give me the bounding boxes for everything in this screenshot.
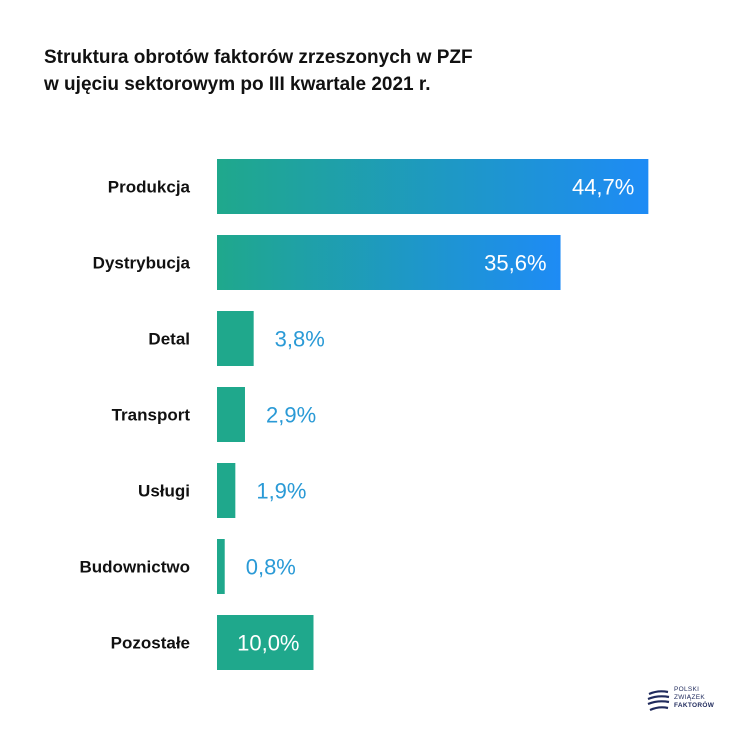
bar-dystrybucja bbox=[217, 235, 561, 290]
value-label: 0,8% bbox=[246, 555, 296, 580]
title-line-2: w ujęciu sektorowym po III kwartale 2021… bbox=[44, 74, 431, 95]
category-label: Transport bbox=[112, 406, 191, 425]
category-label: Produkcja bbox=[108, 178, 191, 197]
value-label: 44,7% bbox=[572, 175, 634, 200]
value-label: 35,6% bbox=[484, 251, 546, 276]
logo-line-2: ZWIĄZEK bbox=[674, 694, 705, 701]
bar-transport bbox=[217, 387, 245, 442]
bar-produkcja bbox=[217, 159, 649, 214]
logo-line-1: POLSKI bbox=[674, 686, 700, 693]
pzf-wave-icon bbox=[647, 690, 670, 712]
value-label: 1,9% bbox=[256, 479, 306, 504]
bar-detal bbox=[217, 311, 254, 366]
pzf-logo: POLSKI ZWIĄZEK FAKTORÓW bbox=[646, 684, 726, 718]
category-label: Pozostałe bbox=[111, 634, 190, 653]
value-label: 10,0% bbox=[237, 631, 299, 656]
value-label: 3,8% bbox=[275, 327, 325, 352]
logo-text: POLSKI ZWIĄZEK FAKTORÓW bbox=[674, 686, 714, 710]
category-label: Budownictwo bbox=[80, 558, 190, 577]
bar-budownictwo bbox=[217, 539, 225, 594]
category-label: Detal bbox=[148, 330, 190, 349]
bar-pozostałe bbox=[217, 615, 314, 670]
value-label: 2,9% bbox=[266, 403, 316, 428]
title-line-1: Struktura obrotów faktorów zrzeszonych w… bbox=[44, 47, 473, 68]
category-label: Usługi bbox=[138, 482, 190, 501]
bar-usługi bbox=[217, 463, 236, 518]
category-label: Dystrybucja bbox=[93, 254, 191, 273]
chart-title: Struktura obrotów faktorów zrzeszonych w… bbox=[44, 44, 684, 98]
logo-line-3: FAKTORÓW bbox=[674, 702, 715, 709]
